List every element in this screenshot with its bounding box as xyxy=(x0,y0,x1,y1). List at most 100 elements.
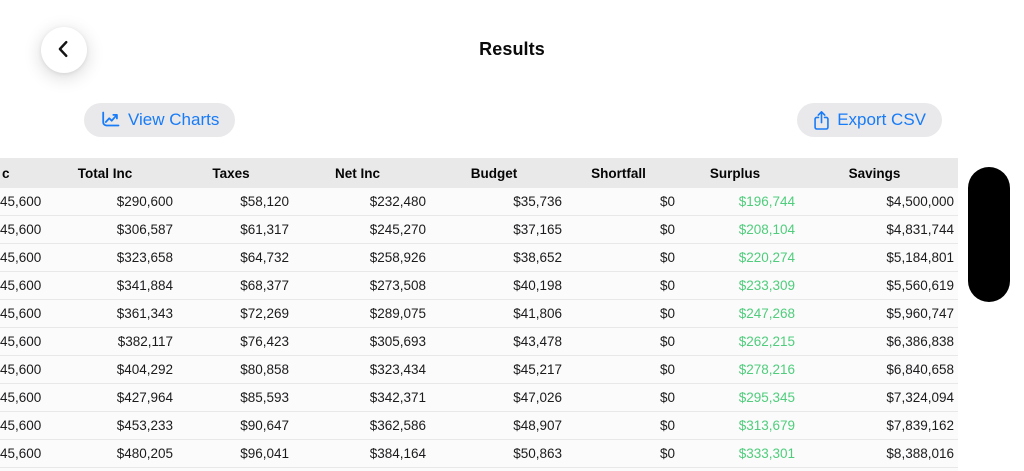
table-row: 45,600 $404,292 $80,858 $323,434 $45,217 $0 $2… xyxy=(0,356,958,384)
cell-savings: $5,960,747 xyxy=(886,306,954,321)
cell-total_inc: $323,658 xyxy=(116,250,173,265)
table-row: 45,600 $427,964 $85,593 $342,371 $47,026 $0 $2… xyxy=(0,384,958,412)
redacted-capsule xyxy=(968,167,1010,302)
cell-taxes: $72,269 xyxy=(240,306,289,321)
cell-total_inc: $404,292 xyxy=(116,362,173,377)
cell-savings: $6,386,838 xyxy=(886,334,954,349)
cell-surplus: $220,274 xyxy=(738,250,795,265)
results-table[interactable]: c Total Inc Taxes Net Inc Budget Shortfall Sur… xyxy=(0,158,958,471)
cell-shortfall: $0 xyxy=(659,334,675,349)
cell-net_inc: $323,434 xyxy=(369,362,426,377)
cell-taxes: $96,041 xyxy=(240,446,289,461)
cell-total_inc: $306,587 xyxy=(116,222,173,237)
cell-shortfall: $0 xyxy=(659,362,675,377)
column-header-inc: c xyxy=(2,165,10,181)
share-icon xyxy=(813,110,830,131)
cell-inc: 45,600 xyxy=(0,362,42,377)
cell-savings: $7,324,094 xyxy=(886,390,954,405)
export-csv-label: Export CSV xyxy=(837,110,926,129)
cell-net_inc: $342,371 xyxy=(369,390,426,405)
cell-shortfall: $0 xyxy=(659,194,675,209)
cell-budget: $50,863 xyxy=(513,446,562,461)
cell-surplus: $196,744 xyxy=(738,194,795,209)
cell-savings: $6,840,658 xyxy=(886,362,954,377)
cell-budget: $43,478 xyxy=(513,334,562,349)
cell-savings: $7,839,162 xyxy=(886,418,954,433)
cell-surplus: $208,104 xyxy=(738,222,795,237)
column-header-total_inc: Total Inc xyxy=(77,165,133,181)
cell-budget: $37,165 xyxy=(513,222,562,237)
page-title: Results xyxy=(479,39,545,59)
cell-shortfall: $0 xyxy=(659,250,675,265)
cell-total_inc: $480,205 xyxy=(116,446,173,461)
cell-taxes: $80,858 xyxy=(240,362,289,377)
cell-budget: $38,652 xyxy=(513,250,562,265)
cell-net_inc: $289,075 xyxy=(369,306,426,321)
view-charts-button[interactable]: View Charts xyxy=(84,103,236,137)
cell-net_inc: $305,693 xyxy=(369,334,426,349)
cell-net_inc: $384,164 xyxy=(369,446,426,461)
cell-taxes: $58,120 xyxy=(240,194,289,209)
cell-shortfall: $0 xyxy=(659,446,675,461)
cell-budget: $48,907 xyxy=(513,418,562,433)
table-row: 45,600 $453,233 $90,647 $362,586 $48,907 $0 $3… xyxy=(0,412,958,440)
column-header-shortfall: Shortfall xyxy=(591,165,646,181)
cell-inc: 45,600 xyxy=(0,334,42,349)
cell-surplus: $278,216 xyxy=(738,362,795,377)
column-header-taxes: Taxes xyxy=(212,165,250,181)
cell-net_inc: $273,508 xyxy=(369,278,426,293)
cell-total_inc: $361,343 xyxy=(116,306,173,321)
cell-net_inc: $258,926 xyxy=(369,250,426,265)
cell-savings: $5,560,619 xyxy=(886,278,954,293)
cell-inc: 45,600 xyxy=(0,278,42,293)
cell-budget: $41,806 xyxy=(513,306,562,321)
cell-total_inc: $290,600 xyxy=(116,194,173,209)
table-row-partial xyxy=(0,468,958,471)
column-header-net_inc: Net Inc xyxy=(334,165,380,181)
cell-taxes: $90,647 xyxy=(240,418,289,433)
cell-total_inc: $453,233 xyxy=(116,418,173,433)
cell-total_inc: $382,117 xyxy=(117,334,173,349)
cell-inc: 45,600 xyxy=(0,390,42,405)
cell-budget: $45,217 xyxy=(513,362,562,377)
cell-budget: $40,198 xyxy=(513,278,562,293)
column-header-budget: Budget xyxy=(470,165,518,181)
table-body: 45,600 $290,600 $58,120 $232,480 $35,736 $0 $1… xyxy=(0,188,958,471)
cell-net_inc: $232,480 xyxy=(369,194,426,209)
cell-total_inc: $341,884 xyxy=(116,278,173,293)
export-csv-button[interactable]: Export CSV xyxy=(797,103,942,137)
back-button[interactable] xyxy=(41,27,87,73)
cell-shortfall: $0 xyxy=(659,390,675,405)
cell-taxes: $64,732 xyxy=(240,250,289,265)
cell-net_inc: $362,586 xyxy=(369,418,426,433)
cell-surplus: $295,345 xyxy=(738,390,795,405)
cell-savings: $4,500,000 xyxy=(886,194,954,209)
cell-inc: 45,600 xyxy=(0,222,42,237)
cell-shortfall: $0 xyxy=(659,222,675,237)
cell-taxes: $76,423 xyxy=(240,334,289,349)
cell-inc: 45,600 xyxy=(0,306,42,321)
table-row: 45,600 $323,658 $64,732 $258,926 $38,652 $0 $2… xyxy=(0,244,958,272)
cell-inc: 45,600 xyxy=(0,446,42,461)
column-header-surplus: Surplus xyxy=(709,165,761,181)
table-row: 45,600 $290,600 $58,120 $232,480 $35,736 $0 $1… xyxy=(0,188,958,216)
cell-budget: $47,026 xyxy=(513,390,562,405)
line-chart-icon xyxy=(100,111,121,129)
cell-taxes: $68,377 xyxy=(240,278,289,293)
cell-shortfall: $0 xyxy=(659,418,675,433)
cell-taxes: $85,593 xyxy=(240,390,289,405)
cell-shortfall: $0 xyxy=(659,278,675,293)
cell-savings: $8,388,016 xyxy=(886,446,954,461)
cell-savings: $4,831,744 xyxy=(886,222,954,237)
table-row: 45,600 $341,884 $68,377 $273,508 $40,198 $0 $2… xyxy=(0,272,958,300)
cell-surplus: $247,268 xyxy=(738,306,795,321)
table-row: 45,600 $361,343 $72,269 $289,075 $41,806 $0 $2… xyxy=(0,300,958,328)
column-header-savings: Savings xyxy=(848,165,901,181)
cell-surplus: $233,309 xyxy=(738,278,795,293)
table-row: 45,600 $306,587 $61,317 $245,270 $37,165 $0 $2… xyxy=(0,216,958,244)
cell-net_inc: $245,270 xyxy=(369,222,426,237)
view-charts-label: View Charts xyxy=(128,110,220,129)
table-row: 45,600 $480,205 $96,041 $384,164 $50,863 $0 $3… xyxy=(0,440,958,468)
cell-inc: 45,600 xyxy=(0,418,42,433)
